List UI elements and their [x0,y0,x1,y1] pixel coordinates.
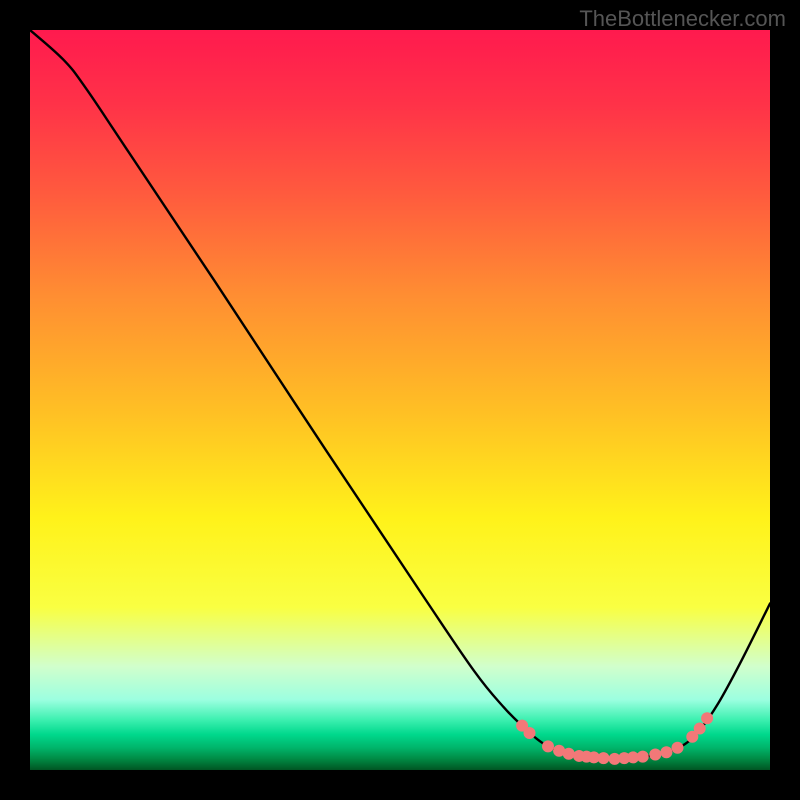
curve-marker [649,748,661,760]
attribution-text: TheBottlenecker.com [579,6,786,32]
curve-marker [694,723,706,735]
curve-marker [598,752,610,764]
curve-marker [563,748,575,760]
curve-marker [672,742,684,754]
curve-marker [660,746,672,758]
curve-marker [542,740,554,752]
curve-marker [637,751,649,763]
curve-marker [524,727,536,739]
chart-canvas [30,30,770,770]
gradient-background [30,30,770,770]
curve-marker [701,712,713,724]
